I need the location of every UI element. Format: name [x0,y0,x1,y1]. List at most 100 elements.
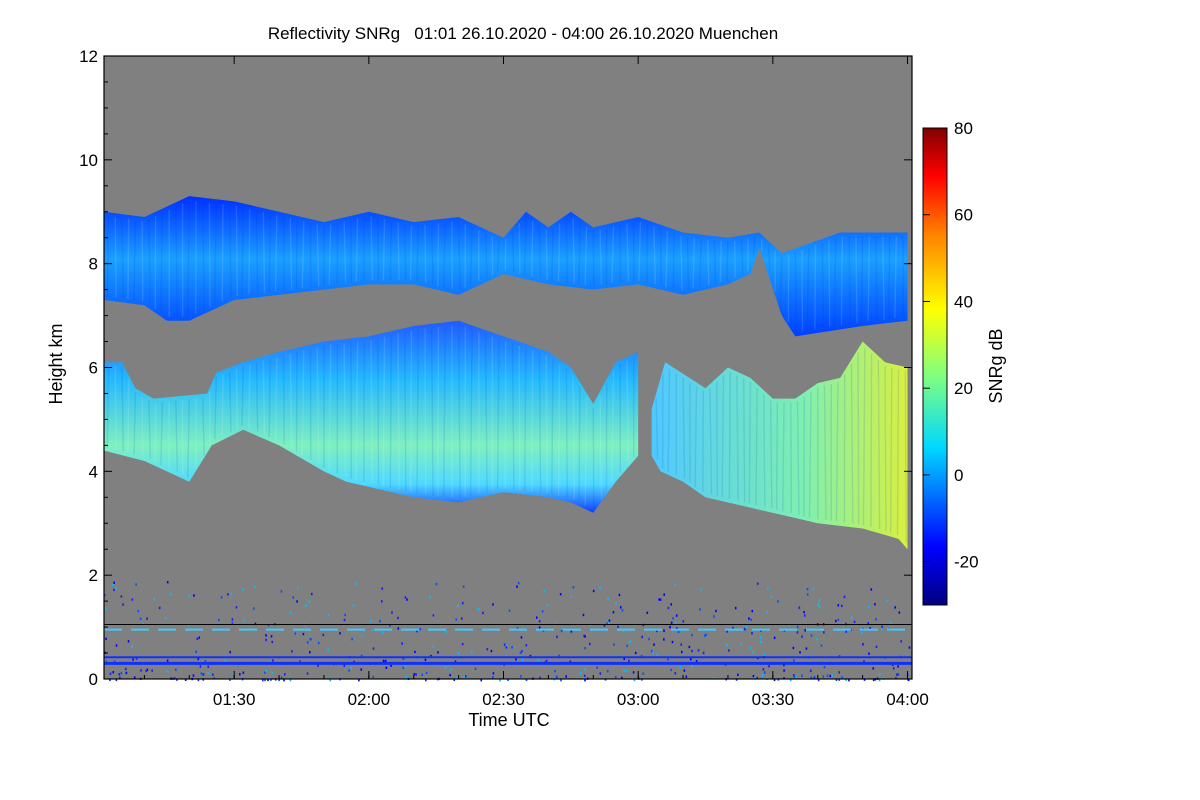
noise-dot [503,643,506,646]
noise-dot [752,650,755,654]
noise-dot [122,603,124,606]
noise-dot [350,666,352,670]
cloud-streak [877,360,881,529]
noise-dot [232,671,235,675]
noise-dot [358,678,360,682]
noise-dot [545,659,548,663]
noise-dot [414,650,416,654]
noise-dot [702,651,705,655]
y-axis-label: Height km [46,323,66,404]
cloud-streak [255,362,259,432]
cloud-streak [235,368,238,430]
noise-dot [525,678,528,681]
noise-dot [632,671,635,674]
cloud-streak [680,235,683,291]
noise-dot [777,600,779,603]
noise-dot [674,583,677,587]
noise-dot [197,678,200,682]
cloud-streak [572,375,576,500]
noise-dot [453,678,456,681]
cloud-streak [377,217,380,281]
noise-dot [456,604,459,608]
cloud-streak [248,208,251,295]
noise-dot [767,587,769,591]
cloud-streak [599,229,603,285]
noise-dot [818,606,821,609]
noise-dot [761,674,764,677]
cloud-streak [538,225,542,279]
noise-dot [308,651,311,654]
noise-dot [805,647,808,650]
cloud-streak [694,386,698,488]
noise-dot [166,581,169,584]
noise-dot [890,621,892,625]
noise-dot [900,640,902,643]
noise-dot [680,643,683,646]
noise-dot [801,674,803,677]
cloud-streak [518,223,521,274]
noise-dot [265,669,268,672]
cloud-streak [769,400,773,509]
noise-dot [380,600,383,603]
noise-dot [175,668,177,671]
noise-dot [272,659,274,662]
noise-dot [519,651,522,655]
cloud-streak [828,240,831,328]
cloud-streak [343,221,347,284]
noise-dot [809,669,812,673]
noise-dot [667,606,670,610]
noise-dot [460,617,463,620]
noise-dot [317,664,319,667]
noise-dot [589,623,592,627]
cloud-streak [301,221,305,288]
noise-dot [804,629,807,632]
noise-dot [329,678,332,682]
cloud-streak [316,347,320,464]
noise-dot [115,587,117,590]
noise-dot [115,678,118,682]
noise-dot [650,650,653,653]
noise-dot [817,678,820,682]
noise-dot [606,622,608,625]
cloud-streak [141,396,144,457]
cloud-streak [382,336,386,487]
noise-dot [352,604,355,607]
noise-dot [713,615,715,618]
noise-dot [756,676,758,680]
noise-dot [370,619,372,623]
noise-dot [539,676,541,680]
noise-dot [372,675,375,679]
noise-dot [672,617,674,620]
noise-dot [583,676,585,679]
cloud-streak [148,218,152,305]
noise-dot [599,672,602,675]
noise-dot [870,588,873,591]
noise-dot [193,594,195,597]
noise-dot [796,625,799,629]
noise-dot [348,669,350,672]
x-axis: 01:30 02:00 02:30 03:00 03:30 04:00 [143,56,929,709]
cloud-streak [572,217,576,284]
noise-dot [773,636,776,640]
cloud-streak [557,363,561,496]
cloud-streak [114,217,117,298]
cloud-streak [443,326,446,497]
noise-dot [744,628,746,631]
noise-dot [421,673,424,677]
noise-dot [406,598,408,601]
noise-dot [897,673,900,676]
noise-dot [490,649,493,653]
noise-dot [268,676,270,680]
noise-dot [793,675,796,678]
noise-dot [135,583,137,586]
noise-dot [196,637,199,641]
noise-dot [252,607,255,610]
noise-dot [360,635,363,638]
noise-dot [561,627,563,630]
cloud-streak [584,226,588,285]
noise-dot [897,665,899,668]
noise-dot [750,618,752,621]
noise-dot [327,648,330,651]
cloud-streak [775,402,779,510]
noise-dot [296,600,298,603]
